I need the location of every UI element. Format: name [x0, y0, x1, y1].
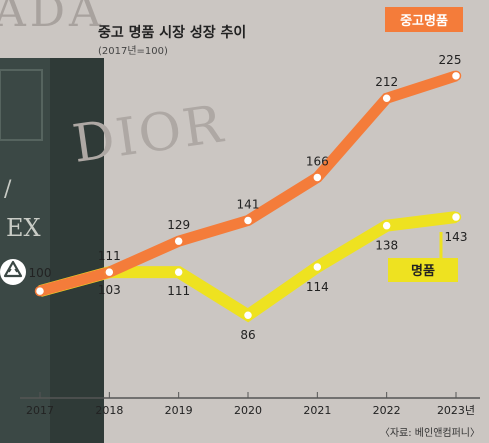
point-used-luxury [34, 285, 46, 297]
point-luxury [312, 261, 323, 273]
point-luxury [381, 220, 392, 231]
point-used-luxury [242, 215, 254, 226]
data-label-luxury: 114 [306, 280, 329, 294]
watermark-ada: ADA [0, 0, 105, 37]
legend-luxury-label: 명품 [411, 263, 435, 279]
x-tick-label: 2018 [95, 404, 123, 417]
legend-luxury: 명품 [388, 232, 458, 282]
data-label-used-luxury: 141 [237, 198, 260, 212]
data-label-luxury: 111 [167, 284, 190, 298]
point-luxury [450, 211, 462, 223]
data-label-luxury: 138 [375, 239, 398, 253]
panel-window [0, 69, 43, 141]
data-labels-layer: 103 111 86 114 138 143 100 111 129 141 166 212 225 [29, 53, 468, 342]
data-label-used-luxury: 100 [29, 266, 52, 280]
point-used-luxury [450, 70, 462, 82]
data-label-used-luxury: 225 [439, 53, 462, 67]
data-label-luxury: 143 [445, 230, 468, 244]
point-used-luxury [173, 235, 184, 247]
legend-used-luxury-label: 중고명품 [400, 13, 448, 29]
legend-used-luxury: 중고명품 [385, 7, 463, 32]
legend-used-luxury-box [385, 7, 463, 32]
x-tick-label: 2022 [373, 404, 401, 417]
data-label-used-luxury: 129 [167, 218, 190, 232]
point-used-luxury [381, 92, 392, 104]
x-tick-label: 2017 [26, 404, 54, 417]
chart-title: 중고 명품 시장 성장 추이 [98, 24, 246, 41]
x-tick-label: 2021 [303, 404, 331, 417]
point-used-luxury [312, 172, 323, 183]
dark-panel-edge [50, 58, 104, 443]
points-layer [34, 70, 462, 321]
legend-luxury-box [388, 258, 458, 282]
watermark-slash: / [4, 177, 12, 202]
recycle-icon [0, 259, 26, 285]
watermark-ex: EX [6, 214, 41, 242]
source-note: 〈자료: 베인앤컴퍼니〉 [380, 427, 480, 439]
chart-subtitle: (2017년=100) [98, 45, 168, 57]
x-tick-label: 2020 [234, 404, 262, 417]
x-tick-label: 2019 [165, 404, 193, 417]
data-label-luxury: 86 [240, 328, 255, 342]
x-tick-label: 2023년 [437, 404, 475, 417]
data-label-used-luxury: 166 [306, 154, 329, 168]
point-luxury [242, 309, 254, 321]
data-label-used-luxury: 111 [98, 249, 121, 263]
x-axis-ticks: 2017 2018 2019 2020 2021 2022 2023년 [26, 392, 475, 417]
point-used-luxury [104, 266, 115, 278]
point-luxury [173, 266, 184, 278]
data-label-luxury: 103 [98, 283, 121, 297]
data-label-used-luxury: 212 [375, 75, 398, 89]
